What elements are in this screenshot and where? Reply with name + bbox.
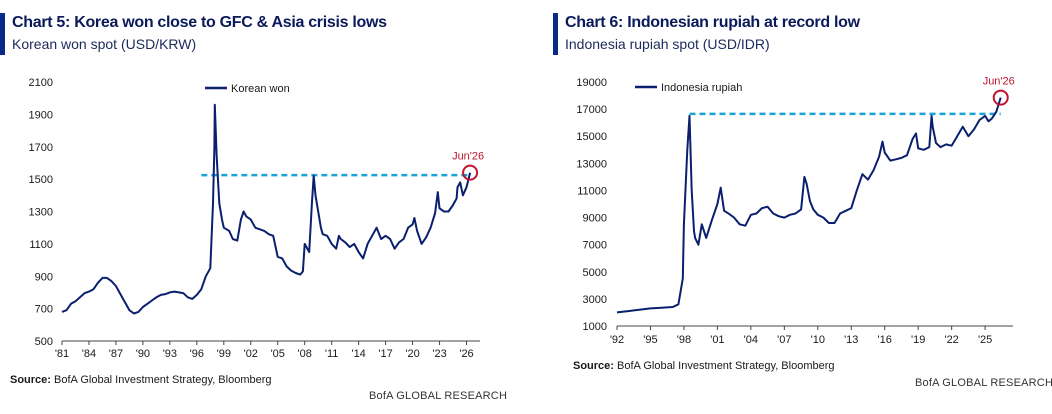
x-tick-label: '07 [777, 334, 791, 346]
source-text: BofA Global Investment Strategy, Bloombe… [54, 374, 272, 386]
x-tick-label: '11 [325, 348, 339, 360]
x-tick-label: '04 [744, 334, 758, 346]
x-tick-label: '93 [163, 348, 177, 360]
x-tick-label: '98 [677, 334, 691, 346]
series-line [616, 97, 1002, 314]
y-tick-label: 15000 [576, 131, 607, 143]
y-tick-label: 1500 [29, 174, 53, 186]
annotation-circle [992, 89, 1009, 106]
x-tick-label: '90 [136, 348, 150, 360]
y-tick-label: 500 [35, 336, 53, 348]
annotation-label: Jun'26 [983, 76, 1015, 88]
x-tick-label: '23 [432, 348, 446, 360]
chart-title: Chart 5: Korea won close to GFC & Asia c… [12, 14, 387, 31]
chart-subtitle: Indonesia rupiah spot (USD/IDR) [565, 36, 770, 52]
legend-label: Korean won [231, 83, 290, 95]
x-tick-label: '20 [405, 348, 419, 360]
chart-subtitle: Korean won spot (USD/KRW) [12, 36, 197, 52]
korea-won-chart: 500 700 900 1100 1300 1500 1700 1900 2100 '81 '84 '… [29, 77, 485, 360]
y-tick-label: 11000 [577, 185, 607, 197]
y-tick-label: 9000 [583, 213, 607, 225]
x-tick-label: '17 [378, 348, 392, 360]
x-tick-label: '08 [298, 348, 312, 360]
source-note: Source: BofA Global Investment Strategy,… [10, 374, 272, 386]
x-tick-label: '25 [978, 334, 992, 346]
x-tick-label: '99 [217, 348, 231, 360]
x-tick-label: '01 [710, 334, 724, 346]
title-accent-bar [553, 13, 558, 55]
x-tick-label: '05 [271, 348, 285, 360]
y-tick-label: 900 [35, 271, 53, 283]
y-tick-label: 17000 [576, 104, 607, 116]
chart-title: Chart 6: Indonesian rupiah at record low [565, 14, 860, 31]
x-tick-label: '81 [55, 348, 69, 360]
annotation-circle [462, 164, 479, 181]
branding: BofA GLOBAL RESEARCH [369, 390, 508, 402]
annotation-label: Jun'26 [452, 151, 484, 163]
x-tick-label: '02 [244, 348, 258, 360]
x-tick-label: '84 [82, 348, 96, 360]
y-tick-label: 3000 [583, 294, 607, 306]
source-text: BofA Global Investment Strategy, Bloombe… [617, 360, 835, 372]
y-tick-label: 1700 [29, 142, 53, 154]
x-tick-label: '22 [944, 334, 958, 346]
x-tick-label: '26 [459, 348, 473, 360]
source-note: Source: BofA Global Investment Strategy,… [573, 360, 835, 372]
x-tick-label: '96 [190, 348, 204, 360]
x-tick-label: '87 [109, 348, 123, 360]
y-tick-label: 5000 [583, 267, 607, 279]
y-tick-label: 7000 [583, 240, 607, 252]
x-tick-label: '92 [610, 334, 624, 346]
branding: BofA GLOBAL RESEARCH [915, 377, 1052, 389]
title-accent-bar [0, 13, 5, 55]
x-tick-label: '16 [878, 334, 892, 346]
y-tick-label: 13000 [576, 158, 607, 170]
x-tick-label: '10 [811, 334, 825, 346]
indonesia-rupiah-chart: 1000 3000 5000 7000 9000 11000 13000 15000 17000… [576, 76, 1015, 346]
y-tick-label: 1300 [29, 207, 53, 219]
source-label: Source: [573, 360, 614, 372]
chart-panel-korea: Chart 5: Korea won close to GFC & Asia c… [0, 13, 508, 402]
y-tick-label: 700 [35, 304, 53, 316]
legend-label: Indonesia rupiah [661, 82, 742, 94]
y-tick-label: 1900 [29, 109, 53, 121]
chart-panel-indonesia: Chart 6: Indonesian rupiah at record low… [553, 0, 1052, 414]
x-tick-label: '13 [844, 334, 858, 346]
x-tick-label: '19 [911, 334, 925, 346]
source-label: Source: [10, 374, 51, 386]
x-tick-label: '95 [643, 334, 657, 346]
series-line [61, 103, 472, 315]
y-tick-label: 1000 [583, 321, 607, 333]
x-tick-label: '14 [351, 348, 365, 360]
y-tick-label: 2100 [29, 77, 53, 89]
y-tick-label: 1100 [29, 239, 53, 251]
y-tick-label: 19000 [576, 77, 607, 89]
